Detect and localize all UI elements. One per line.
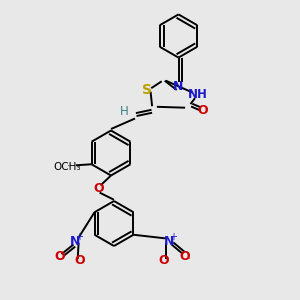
Text: N: N	[173, 80, 184, 94]
Text: O: O	[55, 250, 65, 263]
Text: +: +	[169, 232, 177, 242]
Text: OCH₃: OCH₃	[54, 161, 81, 172]
Text: ⁻: ⁻	[184, 256, 190, 266]
Text: ⁻: ⁻	[56, 256, 62, 266]
Text: O: O	[179, 250, 190, 263]
Text: N: N	[164, 235, 175, 248]
Text: methoxy: methoxy	[68, 165, 74, 166]
Text: +: +	[75, 232, 83, 242]
Text: O: O	[197, 104, 208, 118]
Text: N: N	[70, 235, 80, 248]
Text: O: O	[74, 254, 85, 268]
Text: NH: NH	[188, 88, 208, 101]
Text: H: H	[120, 105, 129, 119]
Text: S: S	[142, 83, 152, 97]
Text: O: O	[94, 182, 104, 196]
Text: O: O	[158, 254, 169, 268]
